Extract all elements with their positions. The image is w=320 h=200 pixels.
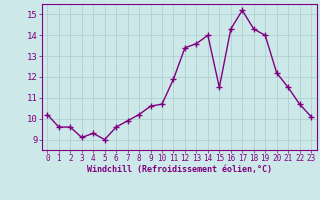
X-axis label: Windchill (Refroidissement éolien,°C): Windchill (Refroidissement éolien,°C) bbox=[87, 165, 272, 174]
